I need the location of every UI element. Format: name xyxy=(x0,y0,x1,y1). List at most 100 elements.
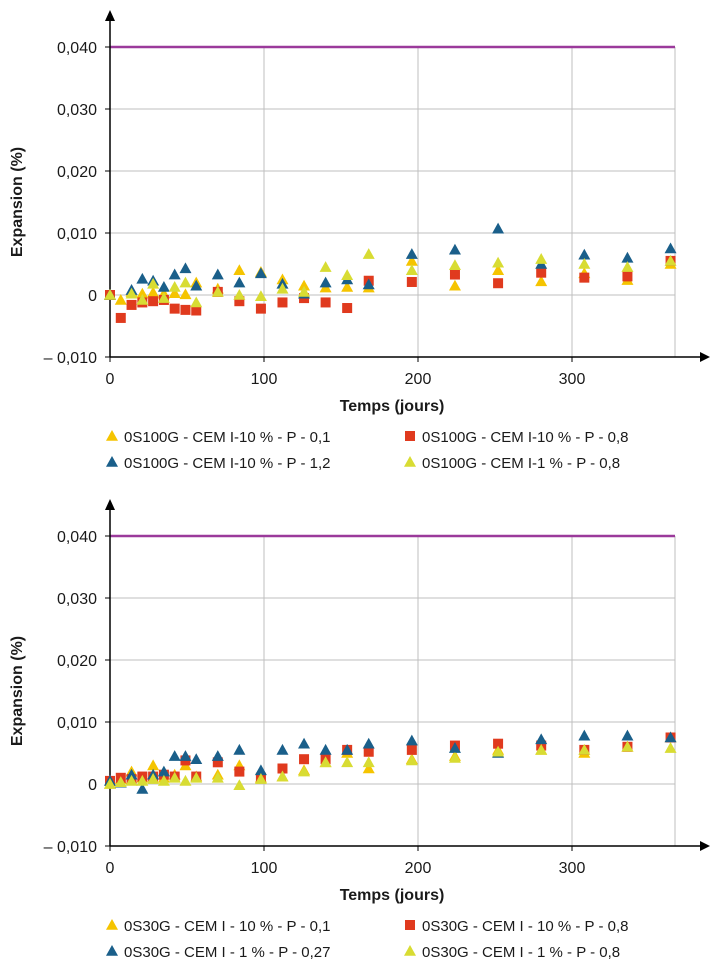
chart-2-legend-marker-4 xyxy=(404,945,416,956)
chart-1-series-4-point-22 xyxy=(664,254,677,266)
chart-1-legend-marker-4 xyxy=(404,456,416,467)
chart-1-series-1-point-1 xyxy=(114,293,127,305)
chart-1-y-tick-label-3: 0,020 xyxy=(57,164,97,181)
chart-2-y-tick-label-3: 0,020 xyxy=(57,653,97,670)
chart-2-x-tick-label-2: 200 xyxy=(405,860,432,877)
chart-1-y-tick-label-2: 0,010 xyxy=(57,226,97,243)
chart-1-y-tick-label-0: – 0,010 xyxy=(44,350,97,367)
chart-1-series-3-point-5 xyxy=(168,268,181,280)
chart-2-y-tick-label-0: – 0,010 xyxy=(44,839,97,856)
chart-1-series-3-point-16 xyxy=(405,248,418,259)
chart-1-y-axis-title: Expansion (%) xyxy=(9,147,26,257)
chart-2-x-tick-label-1: 100 xyxy=(251,860,278,877)
chart-1-series-1 xyxy=(104,254,677,305)
chart-2-series-4-point-2 xyxy=(125,774,138,786)
chart-panel-2: – 0,010 0 0,010 0,020 0,030 0,040 0 100 200 300 Te… xyxy=(0,489,710,978)
chart-2-series-3-point-10 xyxy=(233,743,246,755)
chart-1-series-3-point-13 xyxy=(319,276,332,288)
chart-1-y-tick-label-1: 0 xyxy=(88,288,97,305)
chart-2-series-4-point-12 xyxy=(276,770,289,782)
chart-1-series-2-point-6 xyxy=(169,303,180,314)
chart-2-legend-label-1: 0S30G - CEM I - 10 % - P - 0,1 xyxy=(124,918,330,935)
chart-1-series-4-point-18 xyxy=(492,256,505,268)
chart-1-series-4-point-1 xyxy=(125,287,138,299)
chart-2-series-4-point-7 xyxy=(179,774,192,786)
chart-2-series-4-point-18 xyxy=(448,751,461,763)
chart-1-x-tick-label-2: 200 xyxy=(405,371,432,388)
chart-2-legend-label-4: 0S30G - CEM I - 1 % - P - 0,8 xyxy=(422,944,620,961)
chart-2-series-4-point-4 xyxy=(147,773,160,784)
chart-1-series-4-point-4 xyxy=(157,292,170,303)
chart-2-series-4-point-19 xyxy=(492,745,505,757)
chart-2-series-3-point-11 xyxy=(254,764,267,776)
chart-1-series-2-point-22 xyxy=(622,271,633,282)
chart-2-series-4-point-15 xyxy=(341,756,354,768)
chart-1-series-4-point-3 xyxy=(147,277,160,289)
chart-2-series-4-point-22 xyxy=(621,740,634,752)
chart-1-series-3-point-20 xyxy=(578,248,591,260)
chart-2-axes: – 0,010 0 0,010 0,020 0,030 0,040 0 100 200 300 xyxy=(44,499,710,877)
chart-1-series-3-point-6 xyxy=(179,262,192,274)
chart-1-series-4-point-17 xyxy=(448,259,461,271)
chart-2-series-3-point-6 xyxy=(168,750,181,761)
chart-2-series-4-point-8 xyxy=(190,771,203,783)
chart-1-series-1-point-15 xyxy=(341,280,354,292)
chart-2-series-2-point-12 xyxy=(277,763,288,774)
chart-2-grid xyxy=(110,535,676,846)
chart-2-series-3-point-20 xyxy=(535,733,548,745)
chart-1-y-tick-label-5: 0,040 xyxy=(57,40,97,57)
chart-2-series-4-point-17 xyxy=(405,754,418,766)
chart-1-series-4-point-15 xyxy=(362,248,375,259)
chart-panel-1: – 0,010 0 0,010 0,020 0,030 0,040 0 100 200 300 Te… xyxy=(9,10,710,472)
chart-2-series-3-point-14 xyxy=(319,743,332,755)
chart-1-legend-label-2: 0S100G - CEM I-10 % - P - 0,8 xyxy=(422,429,628,446)
chart-1-series-2-point-1 xyxy=(115,312,126,323)
chart-2-series-3-point-2 xyxy=(125,768,138,780)
chart-2-y-axis-arrow-icon xyxy=(105,499,115,510)
chart-1-series-4-point-16 xyxy=(405,264,418,275)
chart-1-series-2-point-19 xyxy=(493,278,504,289)
chart-1-series-4-point-14 xyxy=(341,269,354,280)
chart-1-series-2-point-2 xyxy=(126,299,137,310)
chart-1-series-4-point-11 xyxy=(276,282,289,294)
chart-1-legend-marker-1 xyxy=(106,430,118,441)
chart-1-series-2-point-8 xyxy=(191,305,202,316)
chart-1-series-2-point-17 xyxy=(406,276,417,287)
chart-2-series-4-point-20 xyxy=(535,743,548,755)
chart-1-series-4-point-12 xyxy=(298,285,311,297)
chart-2-y-tick-label-5: 0,040 xyxy=(57,529,97,546)
chart-1-legend-label-4: 0S100G - CEM I-1 % - P - 0,8 xyxy=(422,455,620,472)
chart-2-legend-label-3: 0S30G - CEM I - 1 % - P - 0,27 xyxy=(124,944,330,961)
chart-1-series-3-point-18 xyxy=(492,222,505,234)
chart-2-y-tick-label-1: 0 xyxy=(88,777,97,794)
chart-1-legend-label-1: 0S100G - CEM I-10 % - P - 0,1 xyxy=(124,429,330,446)
chart-2-series-3 xyxy=(104,729,677,794)
chart-1-series-4-point-2 xyxy=(136,293,149,305)
chart-2-series-3-point-15 xyxy=(341,743,354,755)
chart-2-series-2-point-10 xyxy=(234,766,245,777)
chart-1-series-4-point-19 xyxy=(535,253,548,264)
chart-1-series-3 xyxy=(104,222,677,300)
chart-1-series-1-point-7 xyxy=(179,288,192,300)
chart-2-y-axis-title: Expansion (%) xyxy=(9,636,26,746)
chart-1-legend-item-1: 0S100G - CEM I-10 % - P - 0,1 xyxy=(106,429,330,446)
chart-1-series-4-point-8 xyxy=(211,285,224,297)
chart-2-series-4-point-13 xyxy=(298,765,311,777)
chart-1-series-4-point-10 xyxy=(254,290,267,302)
chart-2-legend-marker-2 xyxy=(405,920,415,930)
chart-1-series-2 xyxy=(105,255,676,323)
chart-1-series-3-point-22 xyxy=(664,242,677,254)
chart-1-x-axis-title: Temps (jours) xyxy=(340,398,445,415)
chart-1-legend-label-3: 0S100G - CEM I-10 % - P - 1,2 xyxy=(124,455,330,472)
chart-2-series-3-point-5 xyxy=(157,765,170,777)
chart-1-x-tick-label-0: 0 xyxy=(106,371,115,388)
chart-1-series-2-point-21 xyxy=(579,272,590,283)
chart-2-legend: 0S30G - CEM I - 10 % - P - 0,1 0S30G - CE… xyxy=(106,918,628,961)
chart-2-series-3-point-3 xyxy=(136,782,149,794)
chart-1-series-3-point-10 xyxy=(254,267,267,279)
chart-2-series-4-point-1 xyxy=(114,776,127,787)
chart-1-legend-item-4: 0S100G - CEM I-1 % - P - 0,8 xyxy=(404,455,620,472)
chart-2-legend-marker-1 xyxy=(106,919,118,930)
chart-1-x-tick-label-1: 100 xyxy=(251,371,278,388)
chart-1-series-1-point-20 xyxy=(535,275,548,287)
